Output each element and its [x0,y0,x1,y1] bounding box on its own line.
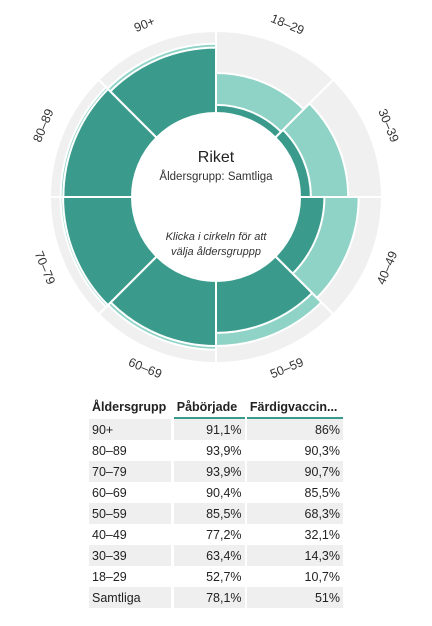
cell-started: 91,1% [173,419,245,440]
cell-completed: 86% [246,419,343,440]
cell-age-group: 80–89 [89,440,172,461]
table-header-row: Åldersgrupp Påbörjade Färdigvaccin... [89,398,343,419]
center-hint-line-1: Klicka i cirkeln för att [166,231,268,243]
cell-age-group: 50–59 [89,503,172,524]
cell-gap [171,566,174,587]
cell-gap [244,419,247,440]
cell-completed: 32,1% [246,524,343,545]
sector-label-80-89: 80–89 [30,107,56,145]
cell-gap [171,419,174,440]
cell-gap [244,503,247,524]
cell-gap [244,524,247,545]
cell-started: 78,1% [173,587,245,608]
cell-completed: 68,3% [246,503,343,524]
cell-age-group: Samtliga [89,587,172,608]
column-header-age-group[interactable]: Åldersgrupp [92,400,167,414]
cell-started: 63,4% [173,545,245,566]
table-row[interactable]: 70–79 93,9% 90,7% [89,461,343,482]
cell-gap [244,545,247,566]
header-gap [171,398,174,419]
column-header-started[interactable]: Påbörjade [173,398,245,419]
center-circle[interactable] [132,113,300,281]
cell-age-group: 70–79 [89,461,172,482]
cell-started: 85,5% [173,503,245,524]
cell-age-group: 18–29 [89,566,172,587]
sector-label-30-39: 30–39 [375,107,401,145]
sector-label-90: 90+ [132,14,157,35]
sector-label-70-79: 70–79 [32,249,58,287]
vaccination-sunburst-chart[interactable]: 18–29 30–39 40–49 50–59 60–69 70–79 80–89 90+ R… [0,0,432,380]
cell-gap [171,545,174,566]
table-body: 90+ 91,1% 86% 80–89 93,9% 90,3% 70–79 93,9% 90,7… [89,419,343,608]
table-row[interactable]: 50–59 85,5% 68,3% [89,503,343,524]
cell-gap [171,440,174,461]
chart-sectors[interactable] [48,29,384,365]
cell-gap [244,566,247,587]
cell-gap [171,482,174,503]
table-row[interactable]: 18–29 52,7% 10,7% [89,566,343,587]
cell-started: 93,9% [173,440,245,461]
cell-completed: 85,5% [246,482,343,503]
cell-age-group: 40–49 [89,524,172,545]
column-header-completed[interactable]: Färdigvaccin... [246,398,343,419]
cell-started: 52,7% [173,566,245,587]
table-row[interactable]: Samtliga 78,1% 51% [89,587,343,608]
cell-gap [244,461,247,482]
cell-completed: 90,7% [246,461,343,482]
sector-label-40-49: 40–49 [374,249,400,287]
cell-gap [244,482,247,503]
cell-gap [171,461,174,482]
center-subtitle: Åldersgrupp: Samtliga [159,170,273,183]
header-gap [244,398,247,419]
table-row[interactable]: 90+ 91,1% 86% [89,419,343,440]
cell-completed: 14,3% [246,545,343,566]
table-row[interactable]: 80–89 93,9% 90,3% [89,440,343,461]
table-row[interactable]: 30–39 63,4% 14,3% [89,545,343,566]
center-title: Riket [198,149,235,166]
cell-gap [244,440,247,461]
cell-completed: 51% [246,587,343,608]
cell-started: 90,4% [173,482,245,503]
sector-label-60-69: 60–69 [126,355,164,380]
vaccination-table-container: Åldersgrupp Påbörjade Färdigvaccin... 90… [89,398,343,608]
sector-label-50-59: 50–59 [268,355,306,380]
cell-started: 77,2% [173,524,245,545]
cell-gap [171,587,174,608]
cell-age-group: 60–69 [89,482,172,503]
cell-gap [171,503,174,524]
cell-gap [244,587,247,608]
sector-label-18-29: 18–29 [269,11,307,37]
cell-completed: 10,7% [246,566,343,587]
table-row[interactable]: 60–69 90,4% 85,5% [89,482,343,503]
center-hint-line-2: välja åldersgruppp [171,246,261,258]
cell-gap [171,524,174,545]
cell-age-group: 90+ [89,419,172,440]
vaccination-table: Åldersgrupp Påbörjade Färdigvaccin... 90… [89,398,343,608]
cell-age-group: 30–39 [89,545,172,566]
cell-started: 93,9% [173,461,245,482]
cell-completed: 90,3% [246,440,343,461]
table-row[interactable]: 40–49 77,2% 32,1% [89,524,343,545]
